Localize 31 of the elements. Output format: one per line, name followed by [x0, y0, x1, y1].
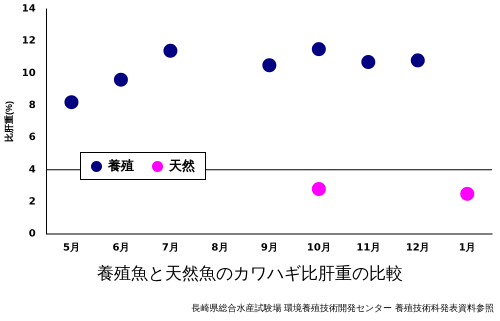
x-tick-label: 11月: [356, 242, 380, 254]
text: 養殖魚と天然魚のカワハギ比肝重の比較: [96, 263, 404, 285]
point: [312, 42, 326, 56]
y-tick-label: 12: [22, 36, 36, 47]
text: 長崎県総合水産試験場 環境養殖技術開発センター 養殖技術科発表資料参照: [191, 302, 494, 315]
x-tick-label: 7月: [162, 242, 179, 254]
legend-label: 養殖: [108, 158, 134, 175]
x-tick-label: 1月: [458, 242, 476, 254]
y-tick-label: 10: [22, 68, 36, 79]
x-tick-label: 9月: [260, 242, 278, 254]
point: [361, 55, 376, 70]
point: [410, 53, 425, 68]
point: [114, 72, 128, 87]
x-tick-label: 12月: [406, 242, 430, 254]
x-tick-label: 10月: [306, 242, 331, 254]
point: [262, 58, 276, 72]
x-tick-label: 8月: [211, 242, 228, 254]
y-tick-label: 14: [22, 4, 36, 15]
y-tick-label: 4: [28, 164, 36, 176]
point: [460, 186, 474, 201]
point: [64, 95, 78, 110]
y-tick-label: 6: [28, 132, 36, 144]
x-tick-label: 6月: [112, 242, 130, 254]
y-tick-label: 8: [28, 100, 36, 112]
legend-label: 天然: [169, 158, 195, 175]
y-axis-title: 比肝重(%): [4, 101, 14, 142]
y-tick-label: 0: [28, 228, 36, 240]
point: [312, 182, 326, 196]
point: [163, 44, 178, 58]
y-tick-label: 2: [28, 196, 36, 208]
x-tick-label: 5月: [62, 242, 80, 254]
